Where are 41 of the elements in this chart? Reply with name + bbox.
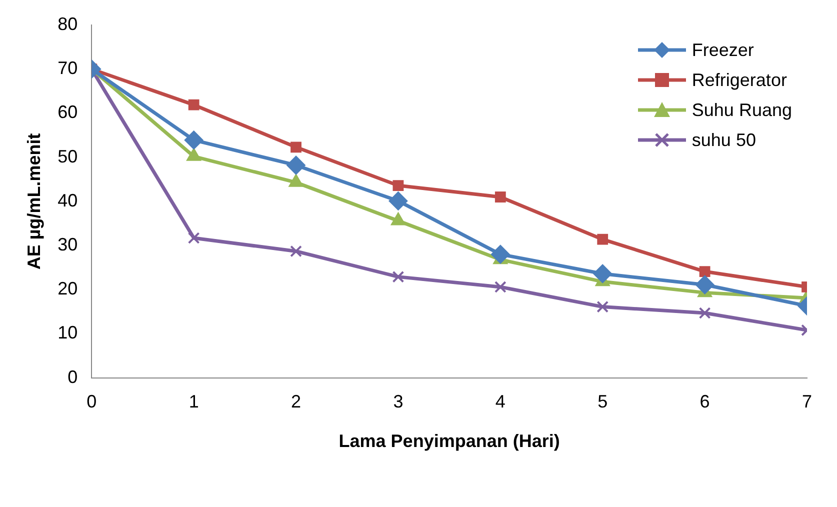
y-tick-label: 80 xyxy=(58,14,78,34)
point xyxy=(290,245,302,258)
x-tick-label: 1 xyxy=(188,392,199,412)
y-tick-label: 10 xyxy=(58,322,78,343)
x-tick-label: 4 xyxy=(495,392,506,412)
y-tick-label: 60 xyxy=(58,102,78,122)
legend-label: Refrigerator xyxy=(692,70,787,90)
point xyxy=(392,180,404,191)
x-tick-label: 3 xyxy=(393,392,404,412)
point xyxy=(494,281,506,293)
x-axis-title: Lama Penyimpanan (Hari) xyxy=(338,431,560,452)
point xyxy=(490,244,510,264)
point xyxy=(184,130,204,150)
point xyxy=(188,99,200,110)
x-tick-label: 2 xyxy=(291,392,302,412)
point xyxy=(597,234,608,245)
point xyxy=(695,275,714,294)
point xyxy=(388,191,408,210)
point xyxy=(698,307,711,319)
y-tick-label: 40 xyxy=(58,190,78,210)
x-tick-label: 6 xyxy=(700,392,710,412)
point xyxy=(286,156,306,175)
legend-label: Freezer xyxy=(692,40,754,60)
point xyxy=(699,266,710,277)
x-tick-label: 5 xyxy=(598,392,608,412)
point xyxy=(188,232,200,244)
x-tick-label: 0 xyxy=(86,392,97,412)
point xyxy=(494,192,506,202)
point xyxy=(596,300,609,313)
legend-label: suhu 50 xyxy=(692,130,756,150)
y-tick-label: 30 xyxy=(58,234,78,254)
point xyxy=(593,264,612,284)
y-axis-title: AE µg/mL.menit xyxy=(24,133,44,270)
point xyxy=(290,142,302,153)
y-tick-label: 0 xyxy=(68,366,78,387)
legend-label: Suhu Ruang xyxy=(692,100,792,120)
x-tick-label: 7 xyxy=(802,392,812,412)
y-tick-label: 70 xyxy=(58,58,78,78)
point xyxy=(392,270,404,283)
y-tick-label: 20 xyxy=(58,278,78,299)
y-tick-label: 50 xyxy=(58,146,78,166)
